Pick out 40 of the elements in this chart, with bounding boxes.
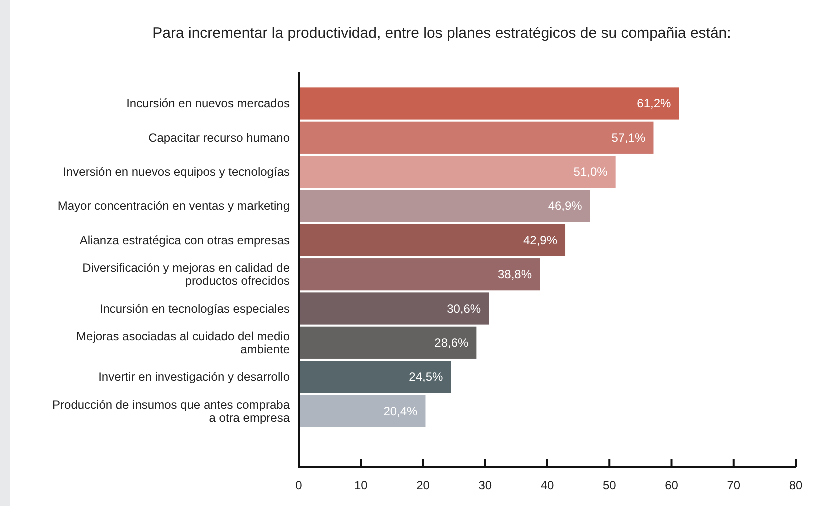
bar [299,361,452,394]
x-tick-label: 0 [296,478,303,493]
y-tick-label: Incursión en nuevos mercados [126,96,290,111]
x-tick-label: 30 [478,478,492,493]
y-tick-label: Inversión en nuevos equipos y tecnologías [63,165,290,180]
bar [299,88,680,120]
data-label: 20,4% [384,404,418,418]
data-label: 57,1% [612,130,646,145]
data-label: 46,9% [548,199,583,214]
bar [299,292,490,325]
bar [299,122,654,154]
y-tick-label: Mayor concentración en ventas y marketing [58,199,290,214]
bar [299,224,566,256]
data-label: 42,9% [523,233,558,248]
data-label: 28,6% [434,336,469,350]
y-tick-label: Mejoras asociadas al cuidado del medio ambiente [76,329,290,356]
data-label: 61,2% [637,96,672,111]
bar [299,326,477,359]
bar [299,395,426,428]
x-tick-label: 20 [416,478,430,493]
bar [299,258,540,291]
data-label: 24,5% [409,370,444,384]
chart-title: Para incrementar la productividad, entre los planes estratégicos de su compañia están: [152,25,732,42]
x-tick-label: 40 [540,478,554,493]
x-tick-label: 70 [727,478,741,493]
x-tick-label: 80 [789,478,803,493]
bar [299,190,590,222]
y-tick-label: Incursión en tecnologías especiales [100,302,290,316]
y-tick-label: Capacitar recurso humano [148,130,290,145]
data-label: 30,6% [447,302,482,316]
y-tick-label: Diversificación y mejoras en calidad de productos ofrecidos [82,261,290,288]
y-tick-label: Producción de insumos que antes compraba a otra empresa [52,398,290,425]
data-label: 38,8% [498,268,532,282]
x-tick-label: 10 [354,478,368,493]
data-label: 51,0% [574,165,608,180]
y-tick-label: Invertir en investigación y desarrollo [98,370,290,384]
bar [299,156,616,188]
y-tick-label: Alianza estratégica con otras empresas [80,233,290,248]
x-tick-label: 60 [665,478,679,493]
x-tick-label: 50 [602,478,617,493]
